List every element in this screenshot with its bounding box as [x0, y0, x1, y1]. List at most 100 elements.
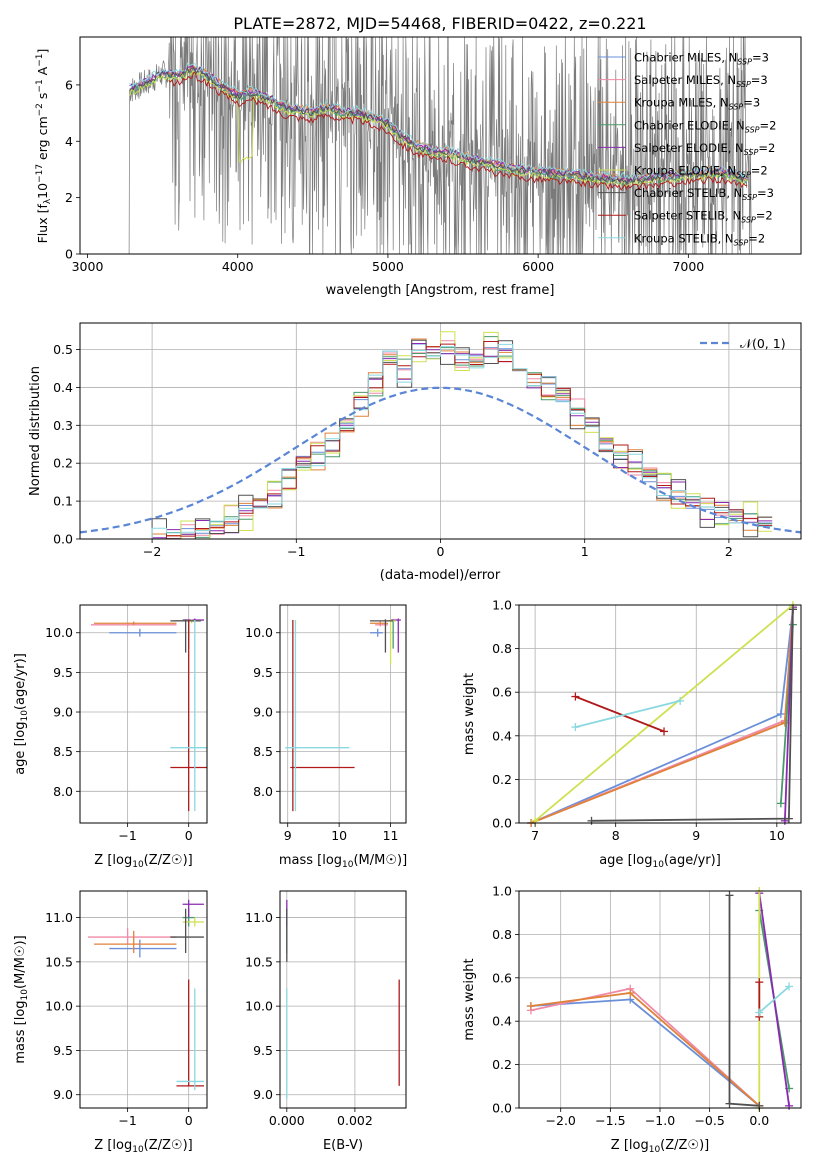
y-tick-label: 9.0 — [253, 705, 273, 720]
y-tick-label: 6 — [65, 77, 73, 92]
x-tick-label: 7 — [531, 828, 539, 843]
weight-vs-metallicity-panel: −2.0 −1.5 −1.0 −0.5 0.0 0.0 0.2 0.4 0.6 0.8 1.0 Z [… — [462, 884, 802, 1155]
x-tick-label: 7000 — [672, 259, 704, 274]
legend-entry: Kroupa ELODIE, NSSP=2 — [634, 164, 768, 180]
legend-entry: 𝒩(0, 1) — [740, 336, 786, 351]
y-tick-label: 9.5 — [253, 1043, 273, 1058]
y-tick-label: 9.5 — [53, 1043, 73, 1058]
residuals-xlabel: (data-model)/error — [380, 568, 501, 583]
legend-entry: Chabrier ELODIE, NSSP=2 — [634, 118, 776, 134]
y-tick-label: 10.0 — [45, 625, 73, 640]
y-tick-label: 8.5 — [253, 744, 273, 759]
x-tick-label: −2.0 — [546, 1113, 576, 1128]
y-tick-label: 0.6 — [492, 970, 512, 985]
y-tick-label: 0.2 — [53, 456, 73, 471]
y-axis-label: mass weight — [462, 958, 477, 1040]
weight-line — [728, 895, 760, 1107]
legend-entry: Salpeter ELODIE, NSSP=2 — [634, 141, 775, 157]
x-axis-label: mass [log10(M/M☉)] — [279, 853, 407, 870]
x-tick-label: 8 — [612, 828, 620, 843]
y-tick-label: 9.5 — [53, 665, 73, 680]
weight-line — [758, 985, 790, 1014]
mass-vs-metallicity-panel: −1 0 9.0 9.5 10.0 10.5 11.0 Z [log10(Z/Z☉)] mass… — [13, 890, 208, 1155]
y-tick-label: 8.5 — [53, 744, 73, 759]
legend-entry: Chabrier STELIB, NSSP=3 — [634, 186, 774, 202]
y-tick-label: 0.5 — [53, 342, 73, 357]
svg-text:Flux [fλ10−17 erg cm−2 s−1 A−1: Flux [fλ10−17 erg cm−2 s−1 A−1] — [35, 49, 53, 244]
x-tick-label: −1 — [287, 544, 305, 559]
model-fit-line — [129, 70, 748, 188]
figure-title: PLATE=2872, MJD=54468, FIBERID=0422, z=0… — [233, 14, 646, 33]
model-fit-line — [129, 62, 749, 181]
residuals-panel: −2 −1 0 1 2 0.0 0.1 0.2 0.3 0.4 0.5 𝒩(0, 1) (data-… — [28, 322, 802, 583]
y-tick-label: 0.4 — [492, 728, 512, 743]
x-tick-label: 2 — [725, 544, 733, 559]
y-tick-label: 8.0 — [53, 784, 73, 799]
y-tick-label: 9.0 — [253, 1087, 273, 1102]
x-tick-label: 0 — [185, 828, 193, 843]
y-tick-label: 0.0 — [492, 1101, 512, 1116]
residual-histogram-step — [151, 343, 773, 539]
y-tick-label: 10.0 — [245, 625, 273, 640]
y-tick-label: 10.5 — [245, 954, 273, 969]
spectrum-xlabel: wavelength [Angstrom, rest frame] — [326, 283, 555, 298]
spectrum-panel: 3000 4000 5000 6000 7000 0 2 4 6 Chabrier MILES,… — [35, 36, 802, 298]
model-fit-line — [129, 66, 749, 185]
y-axis-label: mass [log10(M/M☉)] — [13, 935, 30, 1063]
y-tick-label: 0.4 — [53, 380, 73, 395]
y-tick-label: 0.6 — [492, 685, 512, 700]
x-tick-label: 1 — [581, 544, 589, 559]
x-tick-label: 5000 — [372, 259, 404, 274]
y-tick-label: 10.0 — [245, 999, 273, 1014]
x-axis-label: Z [log10(Z/Z☉)] — [611, 1138, 709, 1155]
residuals-ylabel: Normed distribution — [28, 366, 43, 496]
age-vs-mass-panel: 9 10 11 8.0 8.5 9.0 9.5 10.0 mass [log10(M/M☉)] — [245, 604, 407, 870]
model-fit-line — [129, 66, 749, 186]
residuals-legend: 𝒩(0, 1) — [700, 336, 786, 351]
y-axis-label: mass weight — [462, 673, 477, 755]
legend-entry: Salpeter STELIB, NSSP=2 — [634, 209, 773, 225]
y-tick-label: 0.4 — [492, 1014, 512, 1029]
legend-entry: Chabrier MILES, NSSP=3 — [634, 51, 769, 67]
model-fit-line — [168, 71, 748, 191]
x-tick-label: −1 — [118, 828, 136, 843]
x-tick-label: −1.5 — [595, 1113, 625, 1128]
y-tick-label: 0.2 — [492, 772, 512, 787]
age-vs-metallicity-panel: −1 0 8.0 8.5 9.0 9.5 10.0 Z [log10(Z/Z☉)] age [l… — [13, 604, 208, 870]
y-tick-label: 0.0 — [53, 532, 73, 547]
x-axis-label: E(B-V) — [323, 1138, 363, 1153]
y-tick-label: 9.5 — [253, 665, 273, 680]
x-tick-label: −1 — [118, 1113, 136, 1128]
x-tick-label: −2 — [143, 544, 161, 559]
y-tick-label: 10.0 — [45, 999, 73, 1014]
weight-line — [575, 700, 681, 728]
y-tick-label: 4 — [65, 134, 73, 149]
y-tick-label: 9.0 — [53, 1087, 73, 1102]
weight-line — [575, 695, 665, 733]
x-tick-label: 0 — [185, 1113, 193, 1128]
y-tick-label: 8.0 — [253, 784, 273, 799]
x-tick-label: 0 — [437, 544, 445, 559]
residual-histogram-step — [152, 341, 773, 540]
weight-line — [530, 992, 760, 1107]
y-tick-label: 0.8 — [492, 641, 512, 656]
spectrum-legend: Chabrier MILES, NSSP=3 Salpeter MILES, NS… — [598, 51, 776, 247]
x-tick-label: −0.5 — [694, 1113, 724, 1128]
y-tick-label: 2 — [65, 190, 73, 205]
y-tick-label: 9.0 — [53, 705, 73, 720]
residual-histogram-step — [151, 338, 773, 540]
weight-line — [530, 998, 760, 1107]
y-tick-label: 0.0 — [492, 816, 512, 831]
y-tick-label: 11.0 — [245, 910, 273, 925]
y-tick-label: 0 — [65, 247, 73, 262]
y-tick-label: 0.1 — [53, 494, 73, 509]
x-tick-label: 11 — [383, 828, 399, 843]
y-tick-label: 11.0 — [45, 910, 73, 925]
x-tick-label: 6000 — [522, 259, 554, 274]
normal-distribution-curve — [79, 386, 802, 534]
residual-histogram-step — [152, 343, 773, 540]
x-axis-label: age [log10(age/yr)] — [599, 853, 721, 870]
y-tick-label: 0.2 — [492, 1057, 512, 1072]
y-tick-label: 0.3 — [53, 418, 73, 433]
